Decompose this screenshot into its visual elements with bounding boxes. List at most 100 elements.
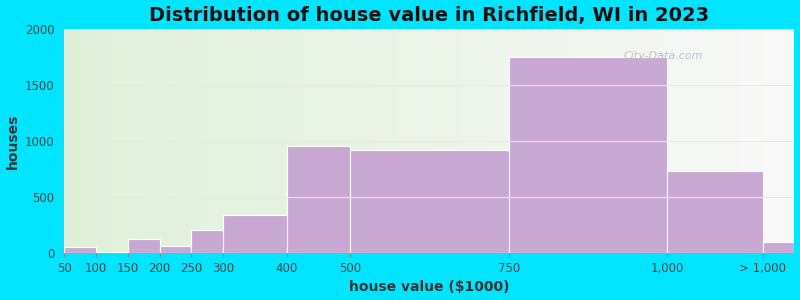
Bar — [223, 215, 286, 253]
Bar — [649, 29, 652, 253]
Bar — [444, 29, 448, 253]
Bar — [152, 29, 156, 253]
Bar — [407, 29, 411, 253]
Bar — [128, 239, 160, 253]
Bar — [346, 29, 349, 253]
Bar — [594, 29, 598, 253]
Bar — [123, 29, 126, 253]
Bar — [418, 29, 422, 253]
Bar — [546, 29, 550, 253]
Bar — [243, 29, 247, 253]
Bar — [222, 29, 225, 253]
Bar — [324, 29, 327, 253]
Bar — [426, 29, 430, 253]
Bar — [240, 29, 243, 253]
Bar — [448, 29, 451, 253]
Bar — [572, 29, 575, 253]
Bar — [68, 29, 72, 253]
Bar — [787, 29, 790, 253]
Bar — [415, 29, 418, 253]
Bar — [170, 29, 174, 253]
Bar — [641, 29, 645, 253]
Bar — [514, 29, 517, 253]
Bar — [364, 29, 367, 253]
Bar — [601, 29, 605, 253]
Bar — [729, 29, 732, 253]
Bar — [79, 29, 82, 253]
Bar — [747, 29, 750, 253]
Bar — [682, 29, 685, 253]
Bar — [98, 29, 101, 253]
Bar — [280, 29, 283, 253]
Bar — [90, 29, 94, 253]
Bar — [283, 29, 287, 253]
Bar — [652, 29, 656, 253]
Bar — [663, 29, 666, 253]
Bar — [488, 29, 491, 253]
Bar — [455, 29, 458, 253]
Bar — [542, 29, 546, 253]
Bar — [130, 29, 134, 253]
Bar — [367, 29, 371, 253]
Bar — [156, 29, 159, 253]
Bar — [258, 29, 262, 253]
Bar — [491, 29, 495, 253]
Bar — [298, 29, 302, 253]
Bar — [612, 29, 615, 253]
Bar — [474, 29, 477, 253]
Bar — [441, 29, 444, 253]
Bar — [630, 29, 634, 253]
Bar — [532, 29, 535, 253]
Bar — [327, 29, 331, 253]
Bar — [484, 29, 488, 253]
Bar — [608, 29, 612, 253]
Bar — [382, 29, 386, 253]
Bar — [470, 29, 474, 253]
Bar — [105, 29, 108, 253]
Bar — [780, 29, 783, 253]
Bar — [557, 29, 561, 253]
Bar — [714, 29, 718, 253]
Bar — [371, 29, 374, 253]
Bar — [404, 29, 407, 253]
Bar — [598, 29, 601, 253]
Bar — [75, 29, 79, 253]
Bar — [689, 29, 692, 253]
Bar — [502, 29, 506, 253]
Bar — [82, 29, 86, 253]
Bar — [86, 29, 90, 253]
Bar — [539, 29, 542, 253]
X-axis label: house value ($1000): house value ($1000) — [350, 280, 510, 294]
Bar — [437, 29, 441, 253]
Bar — [790, 29, 794, 253]
Bar — [126, 29, 130, 253]
Bar — [524, 29, 528, 253]
Bar — [722, 29, 725, 253]
Bar — [254, 29, 258, 253]
Bar — [732, 29, 736, 253]
Bar — [740, 29, 743, 253]
Bar — [762, 242, 800, 253]
Bar — [674, 29, 678, 253]
Bar — [710, 29, 714, 253]
Bar — [400, 29, 404, 253]
Bar — [210, 29, 214, 253]
Bar — [718, 29, 722, 253]
Bar — [754, 29, 758, 253]
Bar — [331, 29, 334, 253]
Bar — [134, 29, 138, 253]
Bar — [196, 29, 199, 253]
Bar — [623, 29, 626, 253]
Bar — [615, 29, 619, 253]
Bar — [262, 29, 266, 253]
Bar — [203, 29, 207, 253]
Bar — [119, 29, 123, 253]
Bar — [115, 29, 119, 253]
Bar — [586, 29, 590, 253]
Bar — [378, 29, 382, 253]
Bar — [550, 29, 554, 253]
Bar — [287, 29, 290, 253]
Text: City-Data.com: City-Data.com — [623, 51, 702, 61]
Bar — [433, 29, 437, 253]
Bar — [575, 29, 579, 253]
